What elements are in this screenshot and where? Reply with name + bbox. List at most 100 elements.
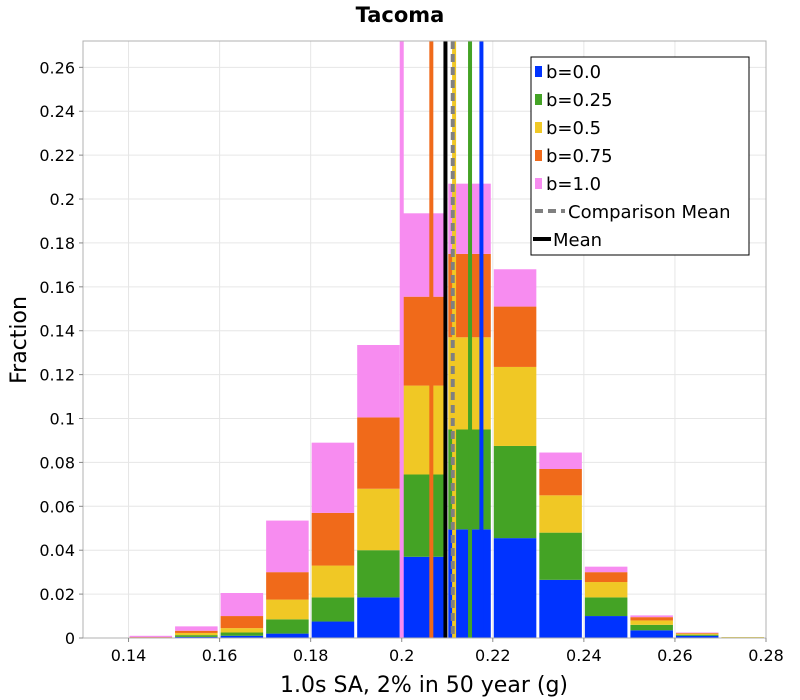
bar-segment [220,593,264,617]
x-tick-label: 0.26 [657,646,693,665]
bar-segment [357,488,400,551]
bar-segment [630,615,673,618]
bar-segment [175,630,218,633]
bar-segment [493,445,537,539]
x-tick-label: 0.28 [748,646,784,665]
bar-segment [539,468,582,496]
legend-label: b=0.25 [546,90,613,111]
y-tick-label: 0.18 [39,234,75,253]
bar-segment [539,495,582,533]
legend-label: b=1.0 [546,174,601,195]
legend-swatch [535,94,542,105]
bar-segment [266,599,309,620]
y-tick-label: 0.24 [39,102,75,121]
axis-ticks: 0.14 0.16 0.18 0.2 0.22 0.24 0.26 0.28 0 0.02 0.04… [39,58,783,665]
y-tick-label: 0.14 [39,322,75,341]
bar-segment [266,633,309,638]
bar-segment [175,636,218,638]
legend-label: Mean [553,230,602,251]
bar-segment [220,635,264,638]
x-tick-label: 0.24 [566,646,602,665]
x-axis-label: 1.0s SA, 2% in 50 year (g) [280,673,568,698]
bar-segment [311,597,355,622]
bar-segment [493,269,537,307]
bar-segment [175,635,218,637]
bar-segment [539,532,582,580]
bar-segment [675,632,719,634]
bar-segment [402,296,446,386]
bar-segment [175,632,218,636]
bar-segment [675,635,719,638]
bar-segment [311,442,355,513]
bar-segment [311,621,355,638]
y-axis-label: Fraction [7,296,32,384]
bar-segment [402,556,446,638]
plot-frame [82,40,767,639]
x-tick-label: 0.2 [389,646,414,665]
y-tick-label: 0.16 [39,278,75,297]
legend-label: b=0.5 [546,118,601,139]
bar-segment [675,632,719,634]
x-tick-label: 0.22 [475,646,511,665]
bar-segment [584,582,628,598]
bar-segment [311,512,355,566]
y-tick-label: 0.06 [39,497,75,516]
bar-segment [357,597,400,638]
bar-segment [630,630,673,638]
x-tick-label: 0.14 [111,646,147,665]
legend-label: Comparison Mean [568,202,731,223]
bar-segment [584,572,628,583]
bar-segment [539,579,582,638]
bar-segment [311,565,355,598]
y-tick-label: 0.2 [50,190,75,209]
legend-swatch [535,150,542,161]
bar-segment [220,628,264,633]
y-tick-label: 0.1 [50,410,75,429]
bar-segment [175,626,218,631]
bar-segment [402,474,446,557]
bar-segment [584,566,628,573]
legend-label: b=0.0 [546,62,601,83]
bar-segment [402,385,446,475]
bar-segment [357,550,400,598]
bar-segment [220,616,264,629]
bar-segment [357,344,400,418]
bar-segment [584,597,628,617]
legend-swatch [535,122,542,133]
legend-swatch [535,66,542,77]
chart-title: Tacoma [356,3,445,27]
y-tick-label: 0.08 [39,453,75,472]
bar-segment [129,637,173,638]
y-tick-label: 0 [65,629,75,648]
bar-segment [493,306,537,367]
bar-segment [539,452,582,469]
bar-segment [630,620,673,625]
bar-segment [584,616,628,638]
bar-segment [266,520,309,573]
legend-swatch [535,178,542,189]
y-tick-label: 0.12 [39,366,75,385]
y-tick-label: 0.04 [39,541,75,560]
bar-segment [675,633,719,635]
bar-segment [675,634,719,636]
legend-label: b=0.75 [546,146,613,167]
y-tick-label: 0.22 [39,146,75,165]
legend: b=0.0 b=0.25 b=0.5 b=0.75 b=1.0 Comparison Me… [530,56,750,256]
bar-segment [357,417,400,489]
bar-segment [630,617,673,621]
y-tick-label: 0.02 [39,585,75,604]
bar-segment [220,632,264,636]
legend-box [530,56,750,256]
bar-segment [493,366,537,446]
bar-segment [266,619,309,634]
bar-segment [402,213,446,297]
bar-segment [493,538,537,638]
x-tick-label: 0.18 [293,646,329,665]
bar-segment [630,624,673,631]
bar-segment [129,635,173,638]
x-tick-label: 0.16 [202,646,238,665]
mean-lines [399,41,484,638]
bar-segment [721,637,764,638]
y-tick-label: 0.26 [39,58,75,77]
